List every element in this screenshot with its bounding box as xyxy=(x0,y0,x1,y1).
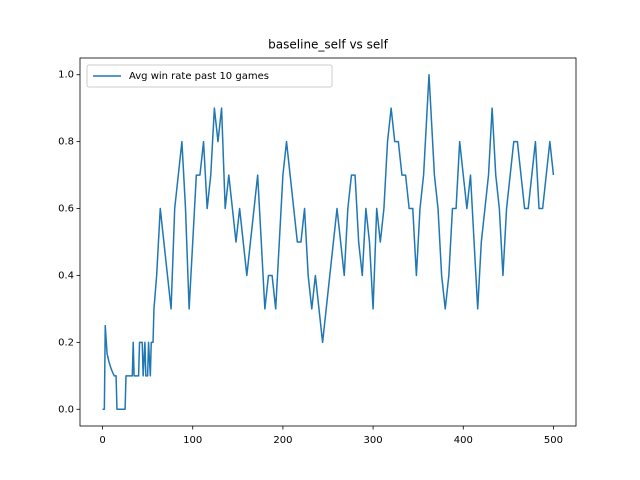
y-tick-label: 0.6 xyxy=(58,204,74,215)
legend-label: Avg win rate past 10 games xyxy=(129,71,269,82)
x-tick-label: 300 xyxy=(364,435,383,446)
x-tick-label: 100 xyxy=(183,435,202,446)
plot-frame xyxy=(79,57,577,427)
y-tick-label: 1.0 xyxy=(58,70,74,81)
x-tick-label: 500 xyxy=(544,435,563,446)
x-tick-label: 200 xyxy=(273,435,292,446)
x-tick-label: 0 xyxy=(99,435,105,446)
y-tick-label: 0.2 xyxy=(58,337,74,348)
chart-title: baseline_self vs self xyxy=(268,38,388,52)
legend-box xyxy=(86,64,333,88)
y-tick-label: 0.0 xyxy=(58,404,74,415)
x-tick-label: 400 xyxy=(454,435,473,446)
y-tick-label: 0.4 xyxy=(58,270,74,281)
data-line xyxy=(102,73,555,411)
y-tick-label: 0.8 xyxy=(58,137,74,148)
